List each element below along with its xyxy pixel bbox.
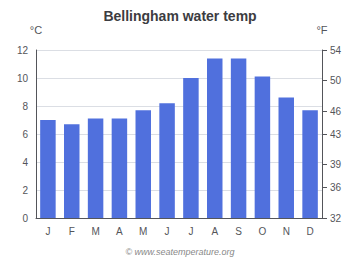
svg-text:43: 43	[330, 129, 342, 140]
svg-text:S: S	[235, 226, 242, 237]
svg-text:39: 39	[330, 159, 342, 170]
svg-text:M: M	[91, 226, 99, 237]
svg-text:4: 4	[22, 157, 28, 168]
svg-text:10: 10	[17, 73, 29, 84]
svg-text:M: M	[139, 226, 147, 237]
svg-text:A: A	[116, 226, 123, 237]
svg-text:© www.seatemperature.org: © www.seatemperature.org	[125, 247, 234, 257]
svg-text:F: F	[69, 226, 75, 237]
svg-text:J: J	[188, 226, 193, 237]
svg-text:12: 12	[17, 45, 29, 56]
svg-text:36: 36	[330, 182, 342, 193]
svg-text:°F: °F	[316, 24, 327, 36]
svg-text:O: O	[259, 226, 267, 237]
svg-text:A: A	[211, 226, 218, 237]
svg-text:°C: °C	[30, 24, 42, 36]
svg-text:Bellingham water temp: Bellingham water temp	[103, 8, 256, 24]
svg-text:32: 32	[330, 213, 342, 224]
svg-text:2: 2	[22, 185, 28, 196]
svg-text:6: 6	[22, 129, 28, 140]
svg-text:8: 8	[22, 101, 28, 112]
svg-text:50: 50	[330, 75, 342, 86]
svg-text:J: J	[165, 226, 170, 237]
svg-text:0: 0	[22, 213, 28, 224]
svg-text:46: 46	[330, 106, 342, 117]
svg-text:J: J	[45, 226, 50, 237]
svg-text:N: N	[283, 226, 290, 237]
svg-text:D: D	[306, 226, 313, 237]
svg-text:54: 54	[330, 45, 342, 56]
